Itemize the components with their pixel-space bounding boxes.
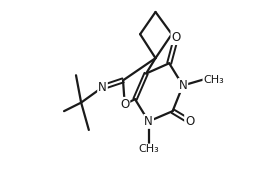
Text: O: O: [120, 98, 129, 111]
Text: N: N: [98, 81, 107, 94]
Text: O: O: [171, 31, 181, 44]
Text: N: N: [178, 79, 187, 92]
Text: CH₃: CH₃: [203, 75, 224, 84]
Text: CH₃: CH₃: [138, 144, 159, 154]
Text: N: N: [144, 115, 153, 128]
Text: O: O: [185, 115, 194, 128]
